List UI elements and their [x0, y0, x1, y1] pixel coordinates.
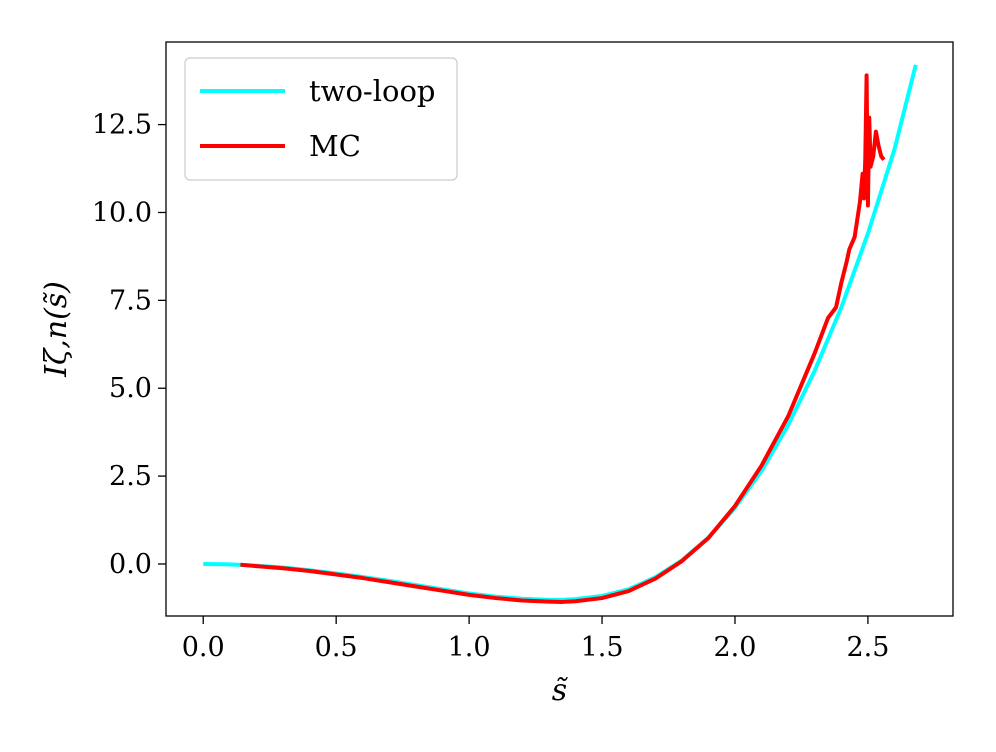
x-tick-label: 0.5: [315, 632, 358, 663]
x-tick-label: 1.5: [581, 632, 624, 663]
legend: two-loop MC: [184, 57, 458, 181]
y-tick-label: 5.0: [109, 373, 152, 404]
x-axis-label: s̃: [552, 673, 569, 708]
y-tick-label: 2.5: [109, 461, 152, 492]
series-layer: [203, 64, 918, 604]
legend-box: [184, 57, 458, 181]
x-axis: 0.0 0.5 1.0 1.5 2.0 2.5: [182, 616, 889, 663]
y-axis: 0.0 2.5 5.0 7.5 10.0 12.5: [92, 110, 166, 580]
legend-label: MC: [309, 129, 361, 163]
y-tick-label: 0.0: [109, 549, 152, 580]
series-line-mc: [240, 73, 886, 604]
x-tick-label: 1.0: [448, 632, 491, 663]
y-tick-label: 10.0: [92, 197, 152, 228]
y-tick-label: 7.5: [109, 285, 152, 316]
y-tick-label: 12.5: [92, 110, 152, 141]
y-axis-label: Iζ,n(s̃): [39, 281, 74, 378]
x-tick-label: 2.5: [846, 632, 889, 663]
x-tick-label: 0.0: [182, 632, 225, 663]
x-tick-label: 2.0: [714, 632, 757, 663]
plot-frame: [165, 41, 954, 617]
legend-label: two-loop: [309, 74, 436, 108]
